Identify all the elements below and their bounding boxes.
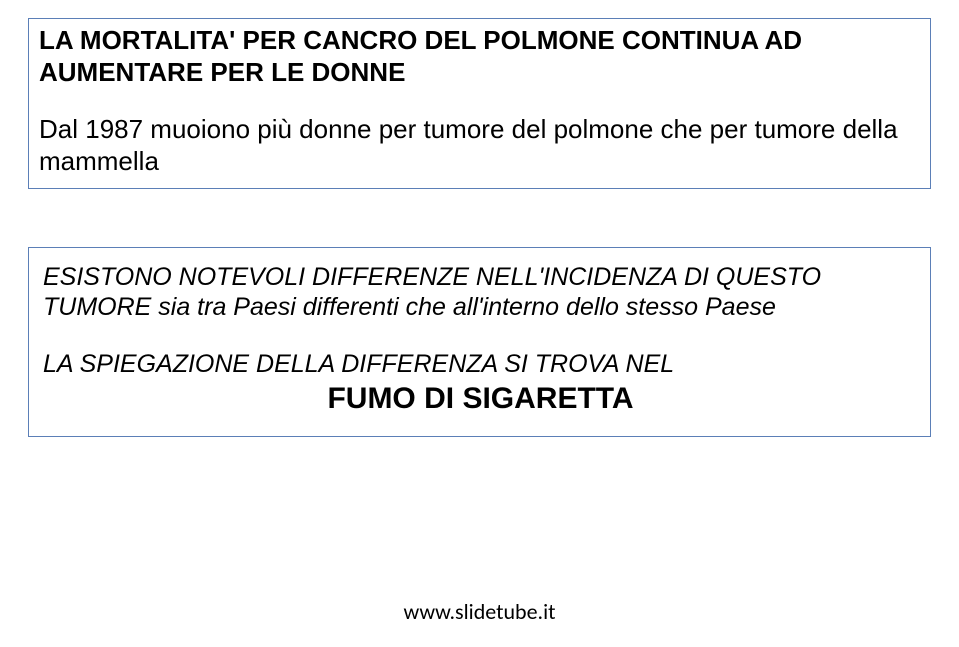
spacer [39, 88, 920, 114]
box2-line1: ESISTONO NOTEVOLI DIFFERENZE NELL'INCIDE… [43, 262, 918, 323]
box1-title: LA MORTALITA' PER CANCRO DEL POLMONE CON… [39, 25, 920, 88]
box2-line2: LA SPIEGAZIONE DELLA DIFFERENZA SI TROVA… [43, 349, 918, 380]
box-mortality: LA MORTALITA' PER CANCRO DEL POLMONE CON… [28, 18, 931, 189]
spacer [43, 323, 918, 349]
footer-url: www.slidetube.it [0, 598, 959, 625]
box1-body: Dal 1987 muoiono più donne per tumore de… [39, 114, 920, 177]
box-differences: ESISTONO NOTEVOLI DIFFERENZE NELL'INCIDE… [28, 247, 931, 437]
slide: LA MORTALITA' PER CANCRO DEL POLMONE CON… [0, 0, 959, 647]
box2-emphasis: FUMO DI SIGARETTA [43, 381, 918, 418]
